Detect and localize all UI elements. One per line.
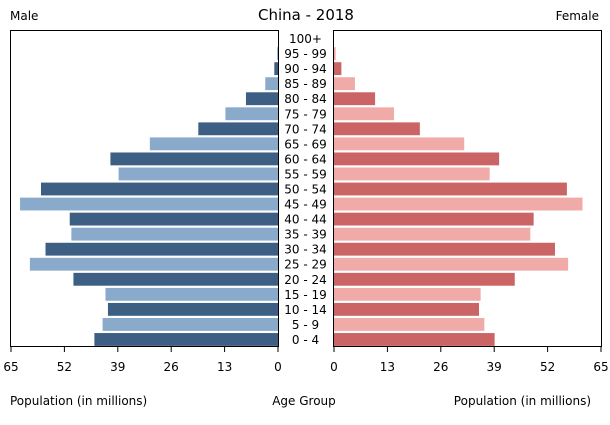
male-x-axis: 65 52 39 26 13 0 — [3, 347, 282, 374]
female-bar — [334, 137, 465, 151]
age-group-label: 15 - 19 — [284, 288, 327, 302]
male-bar — [71, 227, 278, 241]
x-tick-label: 13 — [380, 360, 395, 374]
age-group-label: 55 - 59 — [284, 167, 327, 181]
male-bar — [29, 257, 279, 271]
female-x-axis-title: Population (in millions) — [454, 394, 591, 408]
male-label: Male — [10, 9, 38, 23]
female-plot-frame — [333, 30, 602, 347]
age-group-axis-title: Age Group — [272, 394, 336, 408]
age-group-label: 40 - 44 — [284, 213, 327, 227]
age-group-label: 20 - 24 — [284, 273, 327, 287]
age-group-label: 0 - 4 — [292, 333, 319, 347]
female-bar — [334, 227, 531, 241]
male-bar — [40, 182, 278, 196]
age-group-label: 70 - 74 — [284, 122, 327, 136]
male-bar — [45, 242, 278, 256]
male-bar — [94, 333, 278, 346]
male-bar — [198, 122, 278, 136]
female-x-axis: 0 13 26 39 52 65 — [330, 347, 609, 374]
male-bar — [73, 272, 278, 286]
male-bars — [20, 47, 279, 346]
male-bar — [69, 212, 279, 226]
x-tick-label: 0 — [330, 360, 338, 374]
age-group-label: 65 - 69 — [284, 137, 327, 151]
age-group-label: 45 - 49 — [284, 198, 327, 212]
male-bar — [274, 62, 278, 76]
female-bar — [334, 47, 336, 60]
x-tick-label: 65 — [593, 360, 608, 374]
x-tick-label: 39 — [487, 360, 502, 374]
age-group-label: 80 - 84 — [284, 92, 327, 106]
age-group-label: 10 - 14 — [284, 303, 327, 317]
male-bar — [149, 137, 278, 151]
age-group-label: 5 - 9 — [292, 318, 319, 332]
age-group-label: 35 - 39 — [284, 228, 327, 242]
male-bar — [105, 287, 278, 301]
age-group-label: 75 - 79 — [284, 107, 327, 121]
x-tick-label: 39 — [110, 360, 125, 374]
age-group-label: 95 - 99 — [284, 47, 327, 61]
female-bars — [334, 47, 583, 346]
female-bar — [334, 152, 500, 166]
male-bar — [265, 77, 278, 91]
male-bar — [20, 197, 278, 211]
age-group-label: 90 - 94 — [284, 62, 327, 76]
male-x-axis-title: Population (in millions) — [10, 394, 147, 408]
female-bar — [334, 122, 420, 136]
female-bar — [334, 197, 583, 211]
x-tick-label: 0 — [274, 360, 282, 374]
female-bar — [334, 318, 485, 331]
x-tick-label: 52 — [540, 360, 555, 374]
male-bar — [225, 107, 278, 121]
age-group-label: 50 - 54 — [284, 183, 327, 197]
x-tick-label: 26 — [433, 360, 448, 374]
x-tick-label: 13 — [217, 360, 232, 374]
female-bar — [334, 62, 342, 76]
female-bar — [334, 302, 479, 316]
female-bar — [334, 212, 534, 226]
female-bar — [334, 167, 490, 181]
age-group-label: 85 - 89 — [284, 77, 327, 91]
female-bar — [334, 257, 569, 271]
female-bar — [334, 333, 495, 346]
male-bar — [245, 92, 278, 106]
age-group-label: 100+ — [289, 32, 322, 46]
male-plot-frame — [10, 30, 279, 347]
male-bar — [277, 47, 278, 60]
female-bar — [334, 107, 394, 121]
x-tick-label: 26 — [164, 360, 179, 374]
chart-title: China - 2018 — [258, 6, 354, 24]
male-bar — [118, 167, 279, 181]
female-bar — [334, 287, 481, 301]
male-bar — [102, 318, 278, 331]
x-tick-label: 52 — [57, 360, 72, 374]
male-bar — [110, 152, 278, 166]
x-tick-label: 65 — [3, 360, 18, 374]
female-bar — [334, 92, 376, 106]
female-bar — [334, 272, 515, 286]
female-label: Female — [556, 9, 599, 23]
female-bar — [334, 242, 555, 256]
age-group-label: 25 - 29 — [284, 258, 327, 272]
male-bar — [107, 302, 278, 316]
age-group-label: 60 - 64 — [284, 152, 327, 166]
female-bar — [334, 182, 567, 196]
age-group-label: 30 - 34 — [284, 243, 327, 257]
female-bar — [334, 77, 355, 91]
